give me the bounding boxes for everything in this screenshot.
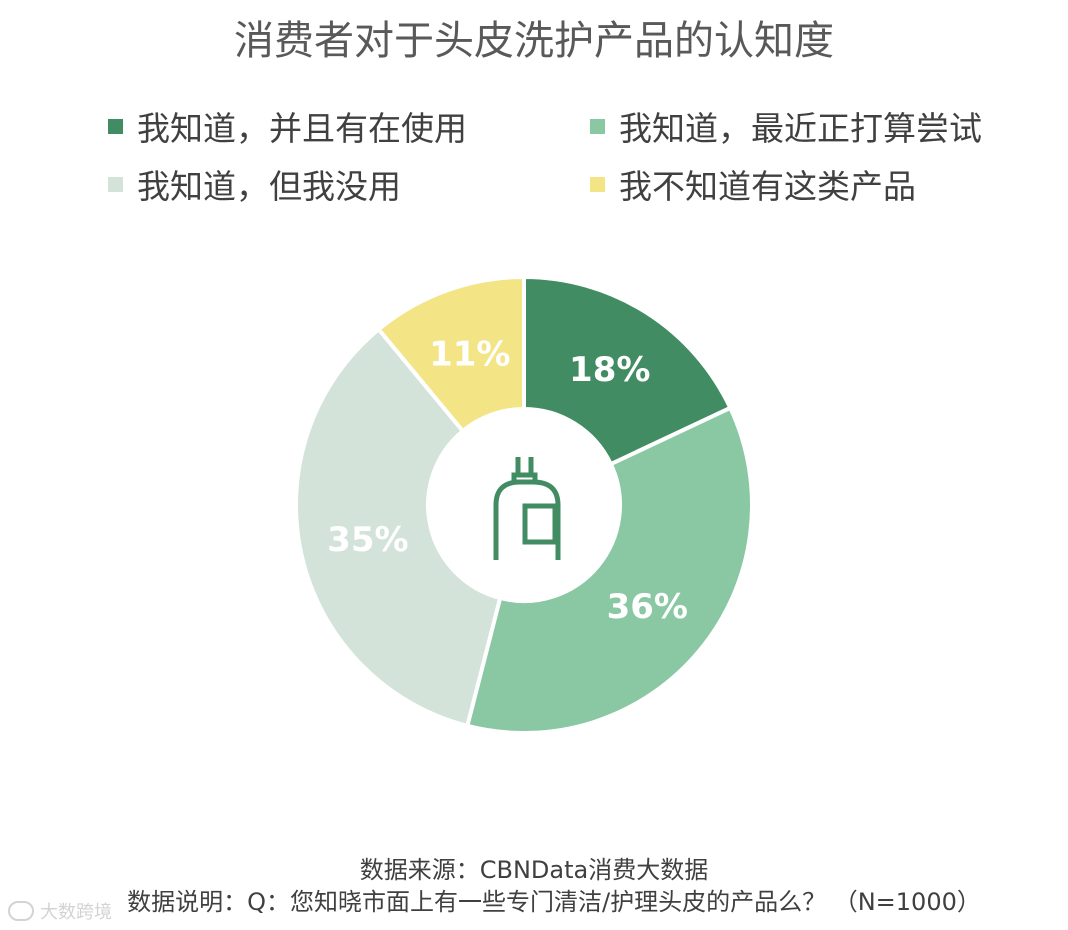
chart-title: 消费者对于头皮洗护产品的认知度 — [234, 18, 834, 64]
data-note: 数据说明：Q：您知晓市面上有一些专门清洁/护理头皮的产品么？ （N=1000） — [127, 888, 981, 916]
slice-label-not-using: 35% — [327, 520, 408, 560]
legend-item-unaware: 我不知道有这类产品 — [590, 160, 916, 208]
legend-item-not-using: 我知道，但我没用 — [108, 160, 401, 208]
legend-label-unaware: 我不知道有这类产品 — [619, 167, 916, 206]
legend-label-using: 我知道，并且有在使用 — [137, 109, 467, 148]
legend-swatch-not-using — [108, 176, 123, 192]
watermark-logo-icon — [8, 901, 34, 921]
donut-slice-not-using — [294, 326, 503, 729]
legend-label-planning: 我知道，最近正打算尝试 — [619, 109, 982, 148]
slice-label-planning: 36% — [607, 587, 688, 627]
legend-swatch-planning — [590, 118, 605, 134]
watermark-text: 大数跨境 — [40, 902, 112, 923]
slice-label-using: 18% — [569, 350, 650, 390]
donut-slice-planning — [464, 405, 754, 735]
legend-item-planning: 我知道，最近正打算尝试 — [590, 102, 982, 150]
legend-label-not-using: 我知道，但我没用 — [137, 167, 401, 206]
shampoo-bottle-icon — [493, 457, 561, 560]
watermark: 大数跨境 — [8, 898, 112, 924]
legend-item-using: 我知道，并且有在使用 — [108, 102, 467, 150]
data-source: 数据来源：CBNData消费大数据 — [359, 856, 709, 884]
donut-labels: 18% 36% 35% 11% — [327, 334, 688, 627]
slice-label-unaware: 11% — [429, 334, 510, 374]
legend-swatch-unaware — [590, 176, 605, 192]
donut-slice-unaware — [375, 274, 526, 434]
legend-swatch-using — [108, 118, 123, 134]
donut-slice-using — [522, 274, 733, 467]
donut-slices — [294, 274, 754, 735]
